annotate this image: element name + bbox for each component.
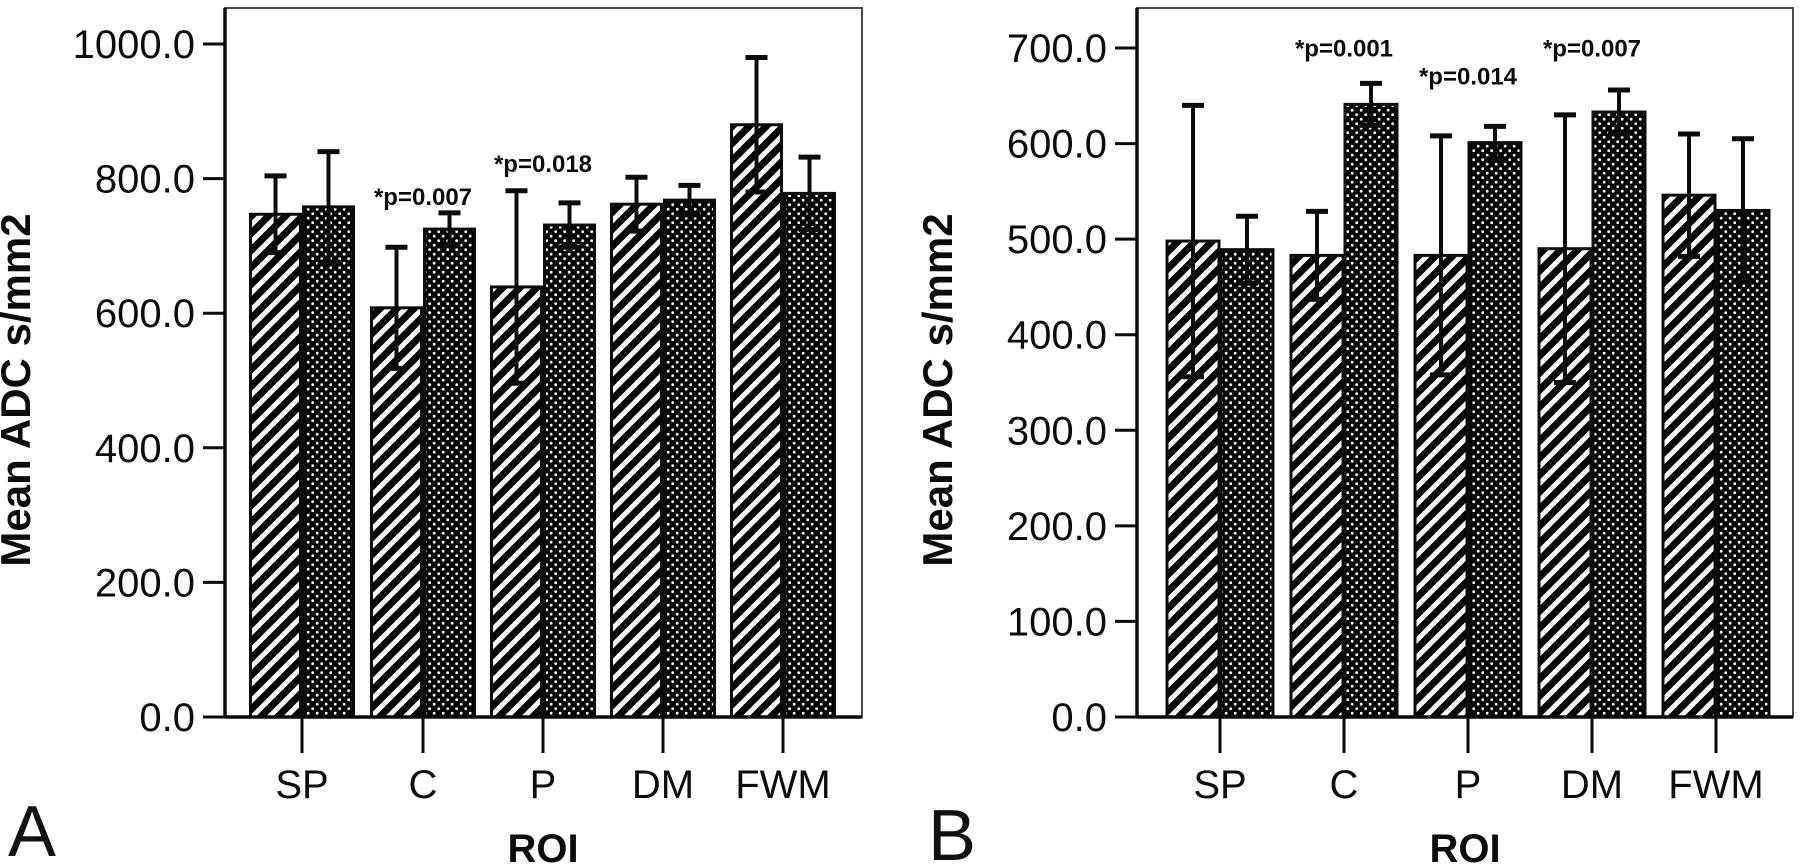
x-category-label-b-DM: DM: [1561, 763, 1623, 807]
bar-b-FWM-dotted: [1715, 208, 1771, 719]
bar-b-SP-dotted: [1219, 248, 1275, 719]
bar-a-SP-hatched: [249, 212, 302, 719]
x-category-label-a-P: P: [530, 763, 557, 807]
y-axis-title-a: Mean ADC s/mm2: [0, 213, 39, 566]
y-axis-title-b: Mean ADC s/mm2: [914, 213, 961, 566]
y-tick-label-b-200.0: 200.0: [1007, 505, 1107, 549]
x-category-label-b-SP: SP: [1193, 763, 1246, 807]
y-tick-label-a-800.0: 800.0: [95, 158, 195, 202]
panel-label-a: A: [8, 792, 57, 868]
x-category-label-b-C: C: [1330, 763, 1359, 807]
panel-label-b: B: [928, 796, 977, 868]
y-tick-label-b-100.0: 100.0: [1007, 600, 1107, 644]
bar-a-DM-hatched: [610, 202, 663, 719]
y-tick-label-b-400.0: 400.0: [1007, 314, 1107, 358]
y-tick-label-b-300.0: 300.0: [1007, 409, 1107, 453]
y-tick-label-a-200.0: 200.0: [95, 561, 195, 605]
bar-a-FWM-dotted: [783, 191, 836, 719]
y-tick-label-a-600.0: 600.0: [95, 292, 195, 336]
bar-b-C-hatched: [1289, 253, 1345, 719]
bar-b-DM-dotted: [1591, 110, 1647, 719]
bar-a-P-dotted: [543, 223, 596, 719]
annotation-b-DM: *p=0.007: [1543, 36, 1641, 63]
y-tick-label-b-700.0: 700.0: [1007, 27, 1107, 71]
annotation-a-C: *p=0.007: [374, 184, 472, 211]
x-category-label-a-SP: SP: [275, 763, 328, 807]
bar-a-FWM-hatched: [730, 123, 783, 719]
y-tick-label-a-0.0: 0.0: [139, 696, 195, 740]
y-tick-label-a-400.0: 400.0: [95, 427, 195, 471]
y-tick-label-b-600.0: 600.0: [1007, 123, 1107, 167]
y-tick-label-a-1000.0: 1000.0: [73, 23, 195, 67]
x-category-label-a-DM: DM: [632, 763, 694, 807]
x-category-label-a-FWM: FWM: [735, 763, 831, 807]
x-axis-title-b: ROI: [1429, 827, 1500, 868]
y-tick-label-b-0.0: 0.0: [1051, 696, 1107, 740]
x-category-label-a-C: C: [409, 763, 438, 807]
bar-a-C-dotted: [423, 227, 476, 719]
bar-b-FWM-hatched: [1661, 193, 1717, 719]
annotation-a-P: *p=0.018: [494, 151, 592, 178]
x-category-label-b-FWM: FWM: [1668, 763, 1764, 807]
bar-a-DM-dotted: [663, 198, 716, 719]
x-category-label-b-P: P: [1455, 763, 1482, 807]
bar-b-P-dotted: [1467, 141, 1523, 719]
y-tick-label-b-500.0: 500.0: [1007, 218, 1107, 262]
bar-a-SP-dotted: [302, 205, 355, 719]
annotation-b-P: *p=0.014: [1419, 63, 1518, 90]
annotation-b-C: *p=0.001: [1295, 36, 1393, 63]
x-axis-title-a: ROI: [507, 827, 578, 868]
bar-b-C-dotted: [1343, 102, 1399, 719]
